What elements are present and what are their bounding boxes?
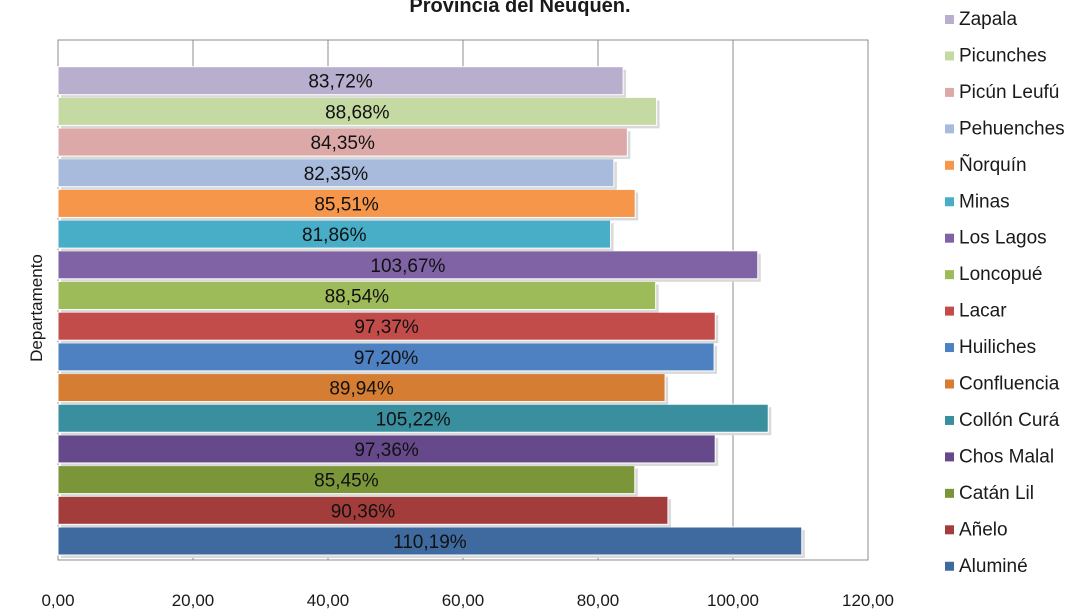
legend: Zapala Picunches Picún Leufú Pehuenches Ñorq… [945, 9, 1065, 577]
x-axis-tick-labels: 0,00 20,00 40,00 60,00 80,00 100,00 120,00 [41, 591, 894, 610]
x-tick-label: 120,00 [842, 591, 894, 610]
legend-label-huiliches: Huiliches [959, 337, 1036, 358]
bar-huiliches [57, 342, 715, 372]
data-label-minas: 81,86% [302, 225, 367, 246]
data-label-pehuenches: 82,35% [304, 164, 369, 185]
bar-picunches [57, 96, 658, 126]
data-label-lacar: 97,37% [354, 317, 419, 338]
bar-los-lagos [57, 250, 759, 280]
legend-label-zapala: Zapala [959, 9, 1018, 30]
data-label-picun-leufu: 84,35% [310, 133, 375, 154]
legend-label-lacar: Lacar [959, 301, 1007, 322]
bar-picun-leufu [57, 127, 628, 157]
data-label-collon-cura: 105,22% [376, 409, 451, 430]
data-label-huiliches: 97,20% [354, 348, 419, 369]
x-tick-label: 40,00 [307, 591, 350, 610]
legend-label-collon-cura: Collón Curá [959, 410, 1060, 431]
bar-confluencia [57, 373, 666, 403]
legend-swatch-zapala [945, 15, 954, 24]
legend-label-picun-leufu: Picún Leufú [959, 82, 1059, 103]
legend-label-anelo: Añelo [959, 519, 1008, 540]
data-label-loncopue: 88,54% [325, 287, 390, 308]
legend-label-alumine: Aluminé [959, 556, 1028, 577]
legend-swatch-collon-cura [945, 415, 954, 425]
bar-collon-cura [57, 403, 769, 433]
chart-title: Provincia del Neuquén. [409, 0, 630, 17]
data-label-picunches: 88,68% [325, 102, 390, 123]
bar-loncopue [57, 281, 657, 310]
x-tick-label: 20,00 [172, 591, 215, 610]
legend-swatch-chos-malal [945, 452, 954, 462]
bar-alumine [57, 526, 803, 556]
legend-label-minas: Minas [959, 191, 1010, 212]
y-axis-title: Departamento [27, 254, 46, 362]
legend-swatch-catan-lil [945, 488, 954, 498]
data-labels: 110,19% 90,36% 85,45% 97,36% 105,22% 89,94% 97… [302, 72, 467, 553]
legend-label-los-lagos: Los Lagos [959, 228, 1047, 249]
legend-swatch-los-lagos [945, 233, 954, 243]
legend-label-loncopue: Loncopué [959, 264, 1042, 285]
x-tick-label: 100,00 [707, 591, 759, 610]
legend-swatch-picun-leufu [945, 87, 954, 97]
bar-chos-malal [57, 434, 716, 464]
legend-swatch-alumine [945, 561, 954, 571]
bar-lacar [57, 311, 716, 341]
legend-swatch-norquin [945, 160, 954, 170]
legend-swatch-picunches [945, 51, 954, 61]
legend-swatch-minas [945, 197, 954, 207]
bars [57, 66, 805, 558]
bar-norquin [57, 188, 636, 218]
data-label-chos-malal: 97,36% [354, 440, 419, 461]
data-label-catan-lil: 85,45% [314, 471, 379, 492]
data-label-confluencia: 89,94% [329, 379, 394, 400]
data-label-anelo: 90,36% [331, 501, 396, 522]
legend-swatch-huiliches [945, 343, 954, 353]
legend-swatch-loncopue [945, 270, 954, 280]
bar-anelo [57, 495, 669, 525]
bar-catan-lil [57, 465, 636, 495]
legend-label-pehuenches: Pehuenches [959, 118, 1065, 139]
legend-label-norquin: Ñorquín [959, 154, 1027, 176]
bar-minas [57, 219, 612, 249]
legend-label-catan-lil: Catán Lil [959, 483, 1034, 504]
data-label-zapala: 83,72% [308, 72, 373, 93]
legend-swatch-confluencia [945, 379, 954, 389]
legend-label-picunches: Picunches [959, 45, 1047, 66]
legend-label-chos-malal: Chos Malal [959, 446, 1054, 467]
data-label-los-lagos: 103,67% [370, 256, 445, 277]
data-label-alumine: 110,19% [393, 532, 467, 553]
bar-pehuenches [57, 158, 615, 188]
x-tick-label: 0,00 [41, 591, 74, 610]
legend-swatch-pehuenches [945, 124, 954, 134]
legend-swatch-anelo [945, 525, 954, 535]
legend-label-confluencia: Confluencia [959, 374, 1060, 395]
x-tick-label: 80,00 [577, 591, 620, 610]
bar-zapala [57, 66, 624, 96]
x-tick-label: 60,00 [442, 591, 485, 610]
data-label-norquin: 85,51% [314, 194, 379, 215]
legend-swatch-lacar [945, 306, 954, 316]
